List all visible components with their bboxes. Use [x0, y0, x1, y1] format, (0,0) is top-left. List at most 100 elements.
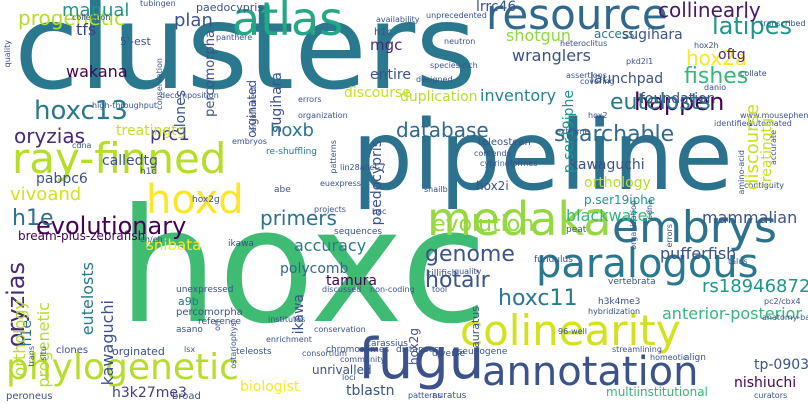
- word-polycomb: h3k27me3: [112, 385, 187, 401]
- word-smpc: consortium: [302, 349, 347, 358]
- word-ray-finned: ray-finned: [12, 134, 227, 183]
- word-bream-plus-zebrafish: multiinstitutional: [606, 385, 708, 399]
- word-mousephenotype: fundulus: [534, 255, 573, 265]
- word-organization: www.mousephenotype.org: [740, 111, 808, 120]
- word-unexpressed: collection: [72, 13, 111, 22]
- word-embrys: embrys: [612, 202, 777, 253]
- word-decomposition: cdna: [645, 200, 654, 220]
- word-rain: discussed: [322, 285, 362, 294]
- word-annotation: annotation: [482, 349, 699, 395]
- word-manual: oryzias: [14, 124, 86, 148]
- word-transcribed: teleosts: [236, 347, 272, 357]
- word-quality: high-throughput: [92, 101, 158, 110]
- word-hotair: hotair: [425, 268, 490, 293]
- word-accurate: talus: [728, 257, 748, 266]
- word-re-shuffling: orginated: [112, 345, 165, 358]
- word-streamlining: killifish: [426, 269, 458, 279]
- word-body: non-coding: [370, 285, 415, 294]
- word-extreme: euexpress: [320, 179, 361, 188]
- word-progenetic: progenetic: [34, 302, 53, 388]
- word-hoxd: hoxd: [146, 177, 244, 223]
- word-hox2a: hox2a: [686, 46, 748, 70]
- word-assertions: auratus: [432, 391, 467, 401]
- word-shotgun: hoxb: [270, 120, 314, 141]
- word-sequences: hox2i: [476, 179, 509, 193]
- word-megabase-scale: orf: [213, 320, 222, 331]
- word-cyprinoformes: covering: [580, 77, 615, 86]
- word-clusters: clusters: [14, 0, 477, 116]
- word-anterior-posterior: biologist: [240, 379, 300, 395]
- word-panthere: contiguity: [744, 181, 784, 190]
- word-lin28a: danio: [704, 83, 727, 92]
- word-h1c: polycomb: [280, 261, 349, 277]
- word-wranglers: wakana: [66, 62, 128, 81]
- word-accuracy: launchpad: [590, 71, 664, 87]
- word-n-253: bac: [372, 207, 387, 216]
- word-hybridization: quality: [3, 40, 12, 68]
- word-searchable: searchable: [554, 122, 675, 147]
- word-access: orthology: [584, 175, 651, 191]
- word-representation: trans: [27, 346, 36, 367]
- word-evolutionary: evolutionary: [36, 212, 187, 240]
- word-orf: quality: [454, 267, 482, 276]
- word-contiguity: vertebrata: [608, 277, 656, 287]
- word-mammalian: pabpc6: [36, 171, 88, 187]
- word-killifish: unrivalled: [312, 363, 372, 377]
- word-consortium: embryos: [232, 137, 267, 146]
- word-multiinstitutional: tblastn: [346, 383, 395, 399]
- word-medaka: medaka: [427, 192, 612, 246]
- word-projects: species-rich: [430, 61, 478, 70]
- word-eh-eh: neutron: [444, 37, 476, 46]
- word-broad: treatingtg: [116, 123, 186, 139]
- word-tp-0903: nishiuchi: [734, 375, 797, 391]
- word-rs189468720: shibata: [146, 236, 202, 254]
- word-happen: happen: [634, 88, 725, 116]
- word-percomorpha: percomorpha: [203, 30, 218, 117]
- word-h3k27me3: oftg: [718, 47, 746, 63]
- word-tamura: tp-0903: [754, 357, 808, 373]
- word-hoxc11: hoxc11: [498, 286, 578, 311]
- word-designed: distances: [396, 345, 439, 355]
- word-ab: enrichment: [266, 335, 312, 344]
- word-inventory: prc1: [150, 124, 190, 145]
- word-nishiuchi: mammalian: [702, 208, 798, 227]
- word-vertebrata: paedocypris: [196, 1, 264, 14]
- word-effort: hox2: [588, 111, 608, 120]
- word-unprecedented: streamlining: [612, 345, 662, 354]
- word-hox2: cyprinoformes: [480, 159, 538, 168]
- word-chromosomes: broad: [172, 391, 201, 402]
- word-prc1: plan: [174, 10, 213, 31]
- word-high-throughput: organization: [629, 200, 638, 250]
- word-hoxb: mgc: [370, 36, 403, 54]
- word-conservation: conservation: [155, 58, 164, 110]
- word-asano: entire: [370, 67, 411, 83]
- word-hoxc: hoxc: [118, 175, 488, 359]
- word-euexpress: designed: [416, 75, 453, 84]
- word-heteroclitus: curators: [754, 391, 788, 400]
- word-ikawa: ikawa: [291, 294, 307, 335]
- word-paralogous: paralogous: [536, 241, 759, 287]
- word-availability: align: [684, 353, 706, 363]
- word-evolution: evolution: [432, 212, 535, 237]
- word-launchpad: wranglers: [512, 46, 591, 65]
- word-snailb: heteroclitus: [560, 39, 608, 48]
- word-database: database: [396, 118, 489, 142]
- word-foundation: shotgun: [506, 26, 571, 45]
- word-teleostean: transcribed: [760, 19, 806, 28]
- word-orthology: orthology: [10, 300, 29, 377]
- word-plan: h1e: [12, 206, 54, 231]
- word-loci: lin28a/let-7: [340, 163, 386, 172]
- word-peat: 5'-est: [120, 35, 151, 48]
- word-pipeline: pipeline: [352, 100, 733, 212]
- word-publicly: eh/eh: [140, 235, 163, 244]
- word-tblastn: pufferfish: [660, 244, 737, 263]
- word-clones: clones: [173, 90, 189, 135]
- word-genome: genome: [425, 242, 515, 267]
- word-cdna: identified: [714, 119, 752, 128]
- word-colinearity: colinearity: [460, 306, 681, 355]
- word-fugu: fugu: [358, 327, 485, 392]
- word-neutron: homeotic: [650, 353, 688, 362]
- word-fundulus: h1c: [374, 27, 393, 38]
- word-national: amino-acid: [737, 150, 746, 195]
- word-homeotic: hox2g: [192, 195, 220, 205]
